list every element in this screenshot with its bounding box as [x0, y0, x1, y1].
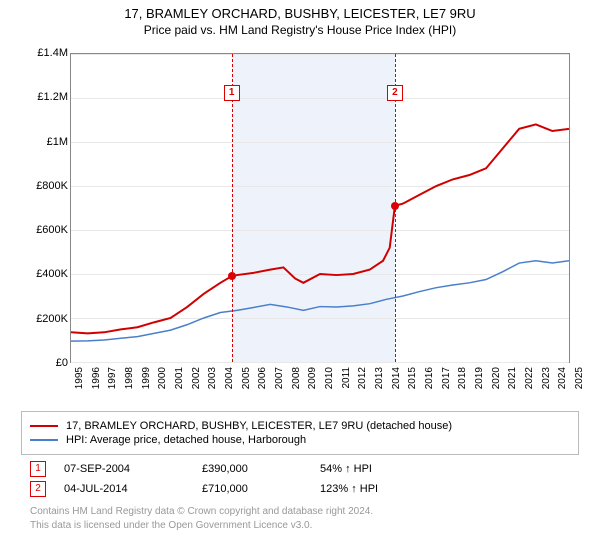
y-tick-label: £600K	[22, 224, 68, 236]
y-tick-label: £1.4M	[22, 47, 68, 59]
transaction-price: £390,000	[202, 463, 302, 475]
chart: £0£200K£400K£600K£800K£1M£1.2M£1.4M 12 1…	[20, 43, 580, 403]
transaction-marker: 2	[30, 481, 46, 497]
legend-swatch	[30, 425, 58, 427]
y-tick-label: £200K	[22, 313, 68, 325]
transaction-date: 07-SEP-2004	[64, 463, 184, 475]
transaction-pct: 54% ↑ HPI	[320, 463, 440, 475]
legend-label: HPI: Average price, detached house, Harb…	[66, 434, 306, 446]
chart-subtitle: Price paid vs. HM Land Registry's House …	[0, 23, 600, 37]
transaction-price: £710,000	[202, 483, 302, 495]
x-tick-label: 2025	[574, 367, 600, 389]
transaction-pct: 123% ↑ HPI	[320, 483, 440, 495]
footer-line: Contains HM Land Registry data © Crown c…	[30, 505, 570, 519]
marker-dot	[391, 202, 399, 210]
marker-dot	[228, 272, 236, 280]
y-tick-label: £1.2M	[22, 91, 68, 103]
transaction-date: 04-JUL-2014	[64, 483, 184, 495]
plot-area: 12	[70, 53, 570, 363]
y-tick-label: £400K	[22, 268, 68, 280]
y-tick-label: £1M	[22, 136, 68, 148]
y-tick-label: £0	[22, 357, 68, 369]
legend-item: 17, BRAMLEY ORCHARD, BUSHBY, LEICESTER, …	[30, 420, 570, 432]
gridline	[71, 362, 569, 363]
legend: 17, BRAMLEY ORCHARD, BUSHBY, LEICESTER, …	[21, 411, 579, 455]
transaction-row: 2 04-JUL-2014 £710,000 123% ↑ HPI	[30, 481, 570, 497]
series-property	[71, 124, 569, 333]
transactions: 1 07-SEP-2004 £390,000 54% ↑ HPI 2 04-JU…	[0, 461, 600, 497]
legend-swatch	[30, 439, 58, 441]
transaction-marker: 1	[30, 461, 46, 477]
chart-lines	[71, 54, 569, 362]
footer-line: This data is licensed under the Open Gov…	[30, 519, 570, 533]
chart-title: 17, BRAMLEY ORCHARD, BUSHBY, LEICESTER, …	[0, 6, 600, 21]
footer: Contains HM Land Registry data © Crown c…	[30, 505, 570, 533]
legend-item: HPI: Average price, detached house, Harb…	[30, 434, 570, 446]
legend-label: 17, BRAMLEY ORCHARD, BUSHBY, LEICESTER, …	[66, 420, 452, 432]
marker-box: 1	[224, 85, 240, 101]
transaction-row: 1 07-SEP-2004 £390,000 54% ↑ HPI	[30, 461, 570, 477]
marker-box: 2	[387, 85, 403, 101]
y-tick-label: £800K	[22, 180, 68, 192]
series-hpi	[71, 261, 569, 341]
